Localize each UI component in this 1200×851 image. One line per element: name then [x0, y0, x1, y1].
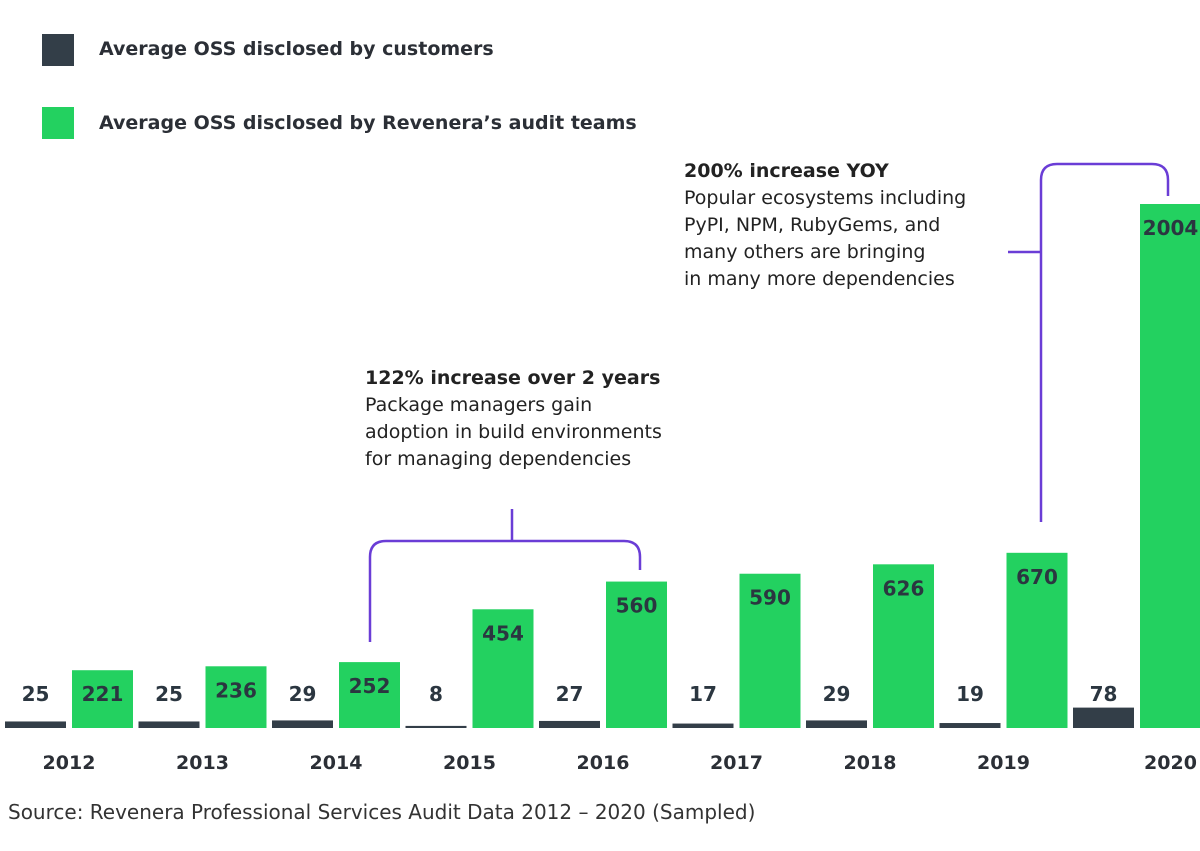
bar-customers-2018	[806, 720, 867, 728]
x-tick-label-2020: 2020	[1144, 752, 1197, 774]
legend-swatch-audit	[42, 107, 74, 139]
bar-audit-2016	[606, 581, 667, 728]
x-tick-label-2018: 2018	[844, 752, 897, 774]
bar-customers-2020	[1073, 707, 1134, 728]
value-label-customers-2012: 25	[22, 682, 50, 706]
x-tick-label-2015: 2015	[443, 752, 496, 774]
legend-swatch-customers	[42, 34, 74, 66]
value-label-customers-2020: 78	[1090, 682, 1118, 706]
bar-audit-2013	[205, 666, 267, 728]
value-label-customers-2016: 27	[556, 682, 584, 706]
bar-customers-2017	[672, 723, 734, 728]
bar-customers-2014	[272, 720, 333, 728]
x-tick-label-2012: 2012	[43, 752, 96, 774]
annotation-2-line: many others are bringing	[684, 241, 926, 263]
annotation-1-heading: 122% increase over 2 years	[365, 367, 661, 389]
bracket-2019-2020	[1008, 162, 1170, 522]
value-label-customers-2013: 25	[155, 682, 183, 706]
annotation-2014-2016: 122% increase over 2 years Package manag…	[365, 365, 662, 473]
bar-audit-2012	[72, 670, 133, 728]
annotation-2019-2020: 200% increase YOY Popular ecosystems inc…	[684, 158, 966, 293]
value-label-audit-2018: 626	[883, 576, 925, 600]
annotation-2-line: PyPI, NPM, RubyGems, and	[684, 214, 941, 236]
legend-label-audit: Average OSS disclosed by Revenera’s audi…	[99, 112, 637, 134]
annotation-2-line: in many more dependencies	[684, 268, 955, 290]
x-tick-label-2014: 2014	[310, 752, 363, 774]
bar-audit-2019	[1006, 552, 1068, 728]
source-note: Source: Revenera Professional Services A…	[8, 800, 756, 824]
annotation-1-line: adoption in build environments	[365, 421, 662, 443]
bar-audit-2014	[339, 662, 400, 728]
annotation-2-line: Popular ecosystems including	[684, 187, 967, 209]
value-label-customers-2015: 8	[429, 682, 443, 706]
value-label-audit-2019: 670	[1016, 565, 1058, 589]
annotation-1-line: Package managers gain	[365, 394, 593, 416]
value-label-audit-2020: 2004	[1143, 216, 1199, 240]
value-label-audit-2013: 236	[215, 678, 257, 702]
bar-audit-2015	[472, 609, 534, 728]
bar-audit-2017	[739, 573, 801, 728]
annotation-2-heading: 200% increase YOY	[684, 160, 889, 182]
x-tick-label-2013: 2013	[176, 752, 229, 774]
bar-customers-2015	[405, 725, 467, 728]
bar-customers-2019	[939, 723, 1001, 728]
value-label-customers-2018: 29	[823, 682, 851, 706]
value-label-customers-2019: 19	[956, 682, 984, 706]
annotation-1-line: for managing dependencies	[365, 448, 632, 470]
value-label-audit-2016: 560	[616, 594, 658, 618]
value-label-audit-2017: 590	[749, 586, 791, 610]
x-tick-label-2017: 2017	[710, 752, 763, 774]
value-label-customers-2014: 29	[289, 682, 317, 706]
bar-audit-2020	[1140, 204, 1200, 728]
x-tick-label-2019: 2019	[977, 752, 1030, 774]
bracket-2014-2016	[368, 509, 642, 642]
year-labels-group: 2012 2013 2014 2015 2016 2017 2018 2019 2020	[43, 752, 1197, 774]
bar-customers-2012	[5, 721, 66, 728]
bar-customers-2016	[539, 720, 600, 728]
value-label-customers-2017: 17	[689, 682, 717, 706]
bar-customers-2013	[138, 721, 200, 728]
x-tick-label-2016: 2016	[577, 752, 630, 774]
value-label-audit-2014: 252	[349, 674, 391, 698]
value-label-audit-2015: 454	[482, 621, 524, 645]
legend-label-customers: Average OSS disclosed by customers	[99, 38, 494, 60]
bar-audit-2018	[873, 564, 934, 728]
bars-group	[5, 204, 1200, 728]
value-labels-group: 25 221 25 236 29 252 8 454 27 560 17 590 29 626 19 670 7…	[22, 216, 1199, 706]
value-label-audit-2012: 221	[82, 682, 124, 706]
